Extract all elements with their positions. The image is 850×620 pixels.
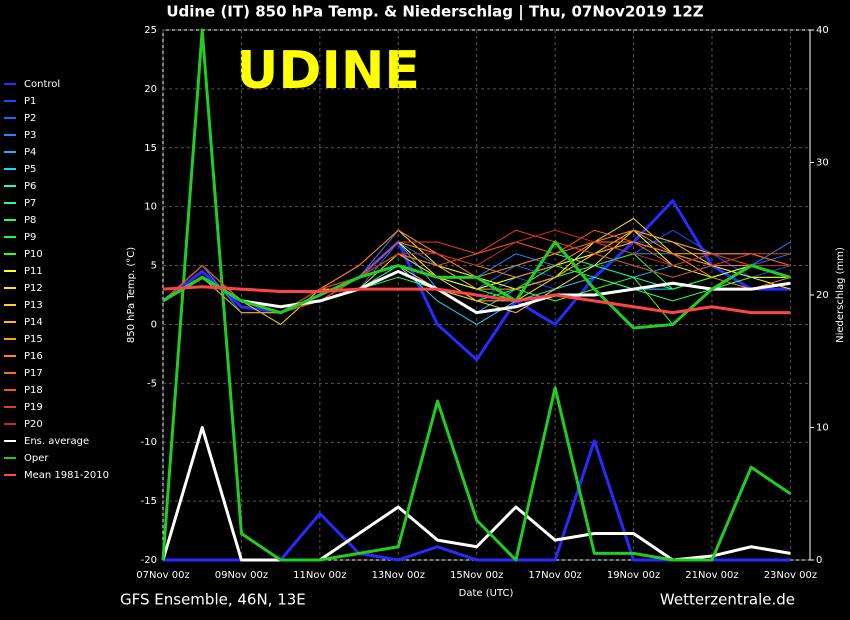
legend-label: P14 — [24, 317, 43, 328]
y-axis-label: 850 hPa Temp. (°C) — [126, 247, 137, 343]
legend-label: P9 — [24, 232, 36, 243]
legend-label: P13 — [24, 300, 43, 311]
legend-label: Ens. average — [24, 436, 89, 447]
legend-label: P19 — [24, 402, 43, 413]
x-tick-label: 13Nov 00z — [372, 570, 425, 581]
legend-label: P4 — [24, 147, 36, 158]
temp-line — [162, 285, 791, 315]
y-tick-label: 10 — [144, 202, 157, 213]
y2-tick-label: 40 — [816, 25, 829, 36]
source: GFS Ensemble, 46N, 13E — [120, 591, 306, 609]
y-tick-label: -10 — [141, 437, 157, 448]
x-tick-label: 09Nov 00z — [215, 570, 268, 581]
legend-label: P10 — [24, 249, 43, 260]
legend-label: P11 — [24, 266, 43, 277]
temp-line — [162, 240, 791, 330]
legend-label: P8 — [24, 215, 36, 226]
legend-label: P17 — [24, 368, 43, 379]
legend-label: P6 — [24, 181, 36, 192]
y-tick-label: -20 — [141, 555, 157, 566]
y2-tick-label: 0 — [816, 555, 822, 566]
y-tick-label: -15 — [141, 496, 157, 507]
y-tick-label: 0 — [151, 319, 157, 330]
x-tick-label: 15Nov 00z — [450, 570, 503, 581]
legend-label: P5 — [24, 164, 36, 175]
x-axis-label: Date (UTC) — [459, 588, 514, 599]
x-tick-label: 07Nov 00z — [136, 570, 189, 581]
legend-label: Control — [24, 79, 60, 90]
credit: Wetterzentrale.de — [660, 591, 795, 609]
precip-line — [161, 28, 792, 562]
y-tick-label: -5 — [147, 378, 157, 389]
temp-line — [162, 269, 791, 315]
x-tick-label: 17Nov 00z — [528, 570, 581, 581]
legend-label: P18 — [24, 385, 43, 396]
y-tick-label: 15 — [144, 143, 157, 154]
y-tick-label: 20 — [144, 84, 157, 95]
y-tick-label: 25 — [144, 25, 157, 36]
legend-label: Oper — [24, 453, 49, 464]
legend-label: P16 — [24, 351, 43, 362]
y-tick-label: 5 — [151, 261, 157, 272]
temp-line — [162, 199, 791, 362]
x-tick-label: 19Nov 00z — [607, 570, 660, 581]
legend-label: P20 — [24, 419, 43, 430]
legend-label: P7 — [24, 198, 36, 209]
y2-axis-label: Niederschlag (mm) — [835, 247, 846, 343]
y2-tick-label: 30 — [816, 158, 829, 169]
legend-label: P15 — [24, 334, 43, 345]
y2-tick-label: 10 — [816, 423, 829, 434]
legend-label: P12 — [24, 283, 43, 294]
x-tick-label: 23Nov 00z — [764, 570, 817, 581]
chart-title: Udine (IT) 850 hPa Temp. & Niederschlag … — [166, 3, 703, 22]
legend-label: P3 — [24, 130, 36, 141]
legend-label: P2 — [24, 113, 36, 124]
y2-tick-label: 20 — [816, 290, 829, 301]
location-label: UDINE — [236, 41, 420, 101]
x-tick-label: 21Nov 00z — [685, 570, 738, 581]
x-tick-label: 11Nov 00z — [293, 570, 346, 581]
legend-label: P1 — [24, 96, 36, 107]
legend-label: Mean 1981-2010 — [24, 470, 109, 481]
